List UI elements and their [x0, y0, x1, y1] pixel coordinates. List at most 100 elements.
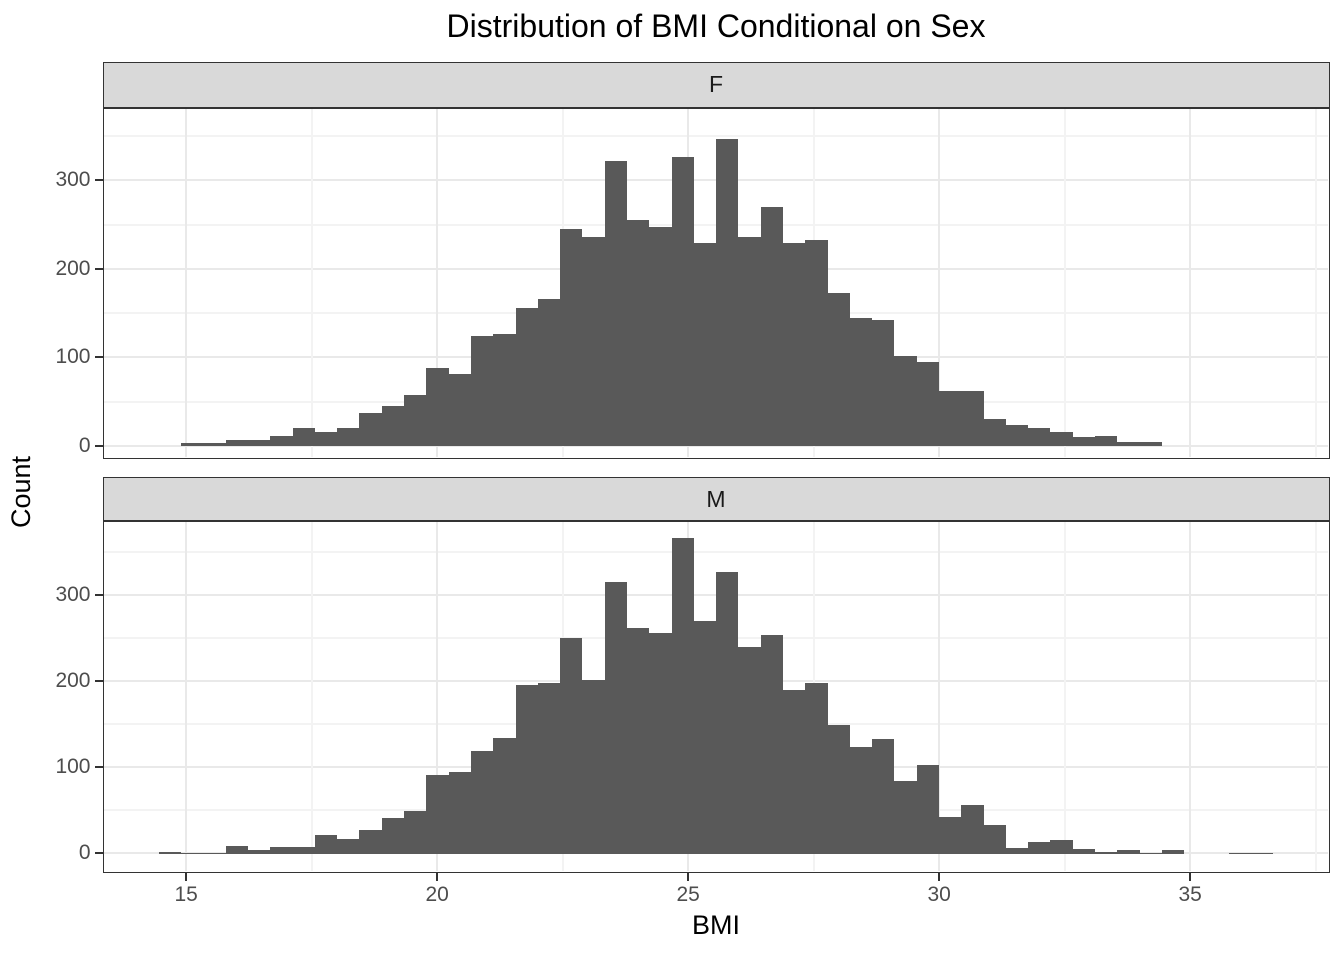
histogram-bar: [270, 846, 293, 854]
histogram-bar: [716, 571, 738, 854]
y-axis-tick: [94, 852, 103, 855]
histogram-bar: [783, 243, 805, 446]
histogram-bar: [694, 620, 716, 854]
histogram-bar: [493, 334, 516, 446]
x-axis-tick-label: 30: [927, 882, 951, 906]
y-axis-tick-label: 100: [55, 755, 91, 779]
histogram-bar: [850, 318, 872, 446]
histogram-bar: [426, 774, 449, 854]
histogram-bar: [1095, 851, 1117, 854]
histogram-bar: [404, 395, 426, 446]
histogram-bar: [984, 824, 1006, 854]
histogram-bar: [961, 804, 984, 854]
histogram-bar: [672, 157, 694, 446]
histogram-bar: [203, 443, 226, 446]
facet-strip-label: F: [708, 71, 724, 98]
histogram-bar: [894, 780, 917, 854]
histogram-bar: [1140, 442, 1162, 446]
gridline-minor-x: [1063, 521, 1066, 871]
histogram-bar: [582, 237, 605, 446]
histogram-bar: [449, 374, 471, 446]
histogram-bar: [203, 852, 226, 854]
histogram-bar: [337, 428, 359, 446]
y-axis-tick-label: 200: [55, 256, 91, 280]
y-axis-tick-label: 300: [55, 582, 91, 606]
histogram-bar: [828, 724, 850, 854]
gridline-major-x: [436, 521, 439, 871]
gridline-minor-x: [1314, 521, 1317, 871]
x-axis-tick-label: 25: [676, 882, 700, 906]
histogram-bar: [627, 220, 649, 446]
histogram-bar: [226, 440, 248, 446]
histogram-bar: [716, 139, 738, 446]
gridline-minor-y: [104, 550, 1328, 553]
y-axis-tick: [94, 267, 103, 270]
gridline-minor-x: [310, 521, 313, 871]
plot-title: Distribution of BMI Conditional on Sex: [446, 8, 986, 44]
histogram-bar: [672, 537, 694, 854]
histogram-bar: [1006, 425, 1028, 446]
histogram-bar: [1251, 852, 1273, 854]
y-axis-tick: [94, 179, 103, 182]
x-axis-title: BMI: [691, 910, 740, 940]
histogram-bar: [1028, 841, 1050, 854]
histogram-bar: [382, 406, 404, 446]
histogram-bar: [649, 632, 672, 854]
x-axis-tick: [1189, 872, 1192, 881]
histogram-bar: [783, 689, 805, 854]
histogram-bar: [1117, 442, 1140, 446]
histogram-bar: [605, 581, 627, 854]
y-axis-tick-label: 100: [55, 345, 91, 369]
histogram-bar: [761, 634, 783, 854]
histogram-bar: [538, 682, 560, 854]
histogram-bar: [1028, 428, 1050, 446]
histogram-bar: [939, 816, 961, 854]
histogram-bar: [805, 240, 828, 446]
histogram-bar: [293, 428, 315, 446]
histogram-bar: [917, 764, 939, 854]
histogram-bar: [872, 320, 894, 446]
histogram-bar: [1095, 436, 1117, 446]
histogram-bar: [649, 227, 672, 446]
histogram-bar: [315, 432, 337, 446]
histogram-bar: [493, 737, 516, 854]
x-axis-tick-label: 35: [1178, 882, 1202, 906]
histogram-bar: [538, 299, 560, 446]
y-axis-tick: [94, 593, 103, 596]
histogram-bar: [471, 750, 493, 854]
histogram-bar: [1073, 437, 1095, 446]
gridline-minor-x: [310, 109, 313, 457]
plot-panel: [104, 109, 1328, 457]
histogram-bar: [917, 362, 939, 446]
histogram-bar: [382, 817, 404, 854]
histogram-bar: [627, 627, 649, 854]
gridline-major-x: [1189, 521, 1192, 871]
y-axis-tick: [94, 445, 103, 447]
histogram-bar: [1117, 849, 1140, 854]
histogram-bar: [1050, 432, 1073, 446]
gridline-major-x: [938, 109, 941, 457]
histogram-bar: [1006, 847, 1028, 854]
gridline-major-x: [938, 521, 941, 871]
histogram-bar: [359, 829, 382, 854]
y-axis-tick: [94, 356, 103, 359]
histogram-bar: [293, 846, 315, 854]
gridline-minor-x: [1063, 109, 1066, 457]
histogram-bar: [850, 746, 872, 854]
x-axis-tick-label: 15: [174, 882, 198, 906]
histogram-bar: [738, 237, 761, 446]
x-axis-tick: [938, 872, 941, 881]
histogram-bar: [1073, 848, 1095, 854]
histogram-bar: [181, 852, 203, 854]
histogram-bar: [1229, 852, 1251, 854]
gridline-major-x: [1189, 109, 1192, 457]
histogram-bar: [248, 440, 270, 446]
y-axis-tick: [94, 680, 103, 682]
histogram-bar: [738, 646, 761, 854]
y-axis-tick-label: 0: [78, 841, 91, 865]
histogram-bar: [939, 391, 961, 446]
histogram-bar: [828, 293, 850, 446]
histogram-bar: [315, 834, 337, 854]
y-axis-tick-label: 200: [55, 669, 91, 692]
